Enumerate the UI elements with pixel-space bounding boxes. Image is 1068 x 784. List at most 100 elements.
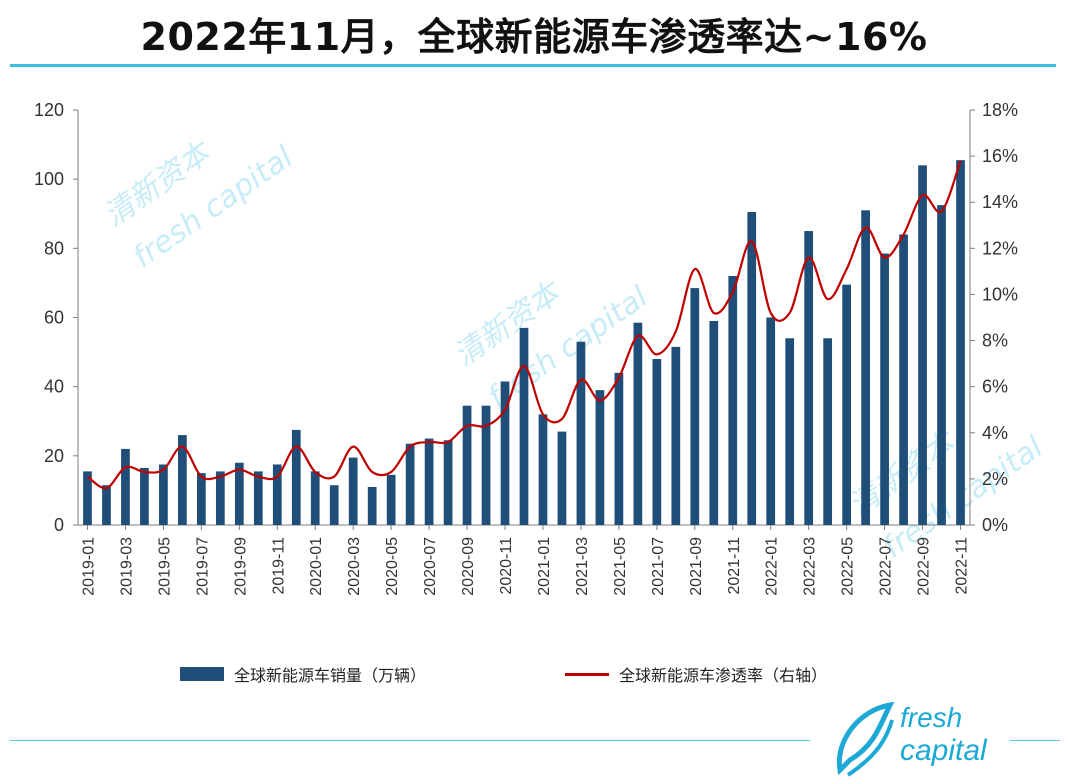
footer-divider bbox=[10, 740, 810, 741]
bar bbox=[462, 405, 472, 525]
bar bbox=[614, 372, 624, 525]
right-axis-tick-label: 14% bbox=[982, 192, 1018, 212]
logo-text-capital: capital bbox=[900, 734, 987, 767]
right-axis-tick-label: 12% bbox=[982, 238, 1018, 258]
bar bbox=[310, 471, 320, 525]
left-axis-tick-label: 40 bbox=[44, 377, 64, 397]
left-axis-tick-label: 100 bbox=[34, 169, 64, 189]
bar bbox=[159, 464, 168, 525]
penetration-line bbox=[86, 160, 962, 490]
x-axis-tick-label: 2022-07 bbox=[878, 537, 895, 596]
bar bbox=[576, 341, 586, 525]
x-axis-tick-label: 2020-01 bbox=[308, 537, 325, 596]
bar bbox=[405, 443, 415, 525]
legend-bar-entry: 全球新能源车销量（万辆） bbox=[180, 662, 426, 686]
bar bbox=[83, 471, 92, 525]
bar bbox=[766, 317, 776, 525]
bar bbox=[918, 165, 927, 526]
legend-bar-swatch bbox=[180, 667, 224, 681]
bar bbox=[728, 276, 738, 525]
x-axis-tick-label: 2021-07 bbox=[650, 537, 667, 596]
x-axis-tick-label: 2022-03 bbox=[802, 537, 819, 596]
legend-line-label: 全球新能源车渗透率（右轴） bbox=[619, 666, 828, 685]
legend-line-entry: 全球新能源车渗透率（右轴） bbox=[565, 662, 827, 686]
x-axis-tick-label: 2021-05 bbox=[612, 537, 629, 596]
footer-divider-right bbox=[1010, 740, 1060, 741]
right-axis-tick-label: 0% bbox=[982, 515, 1008, 535]
bar bbox=[823, 338, 833, 525]
x-axis-tick-label: 2021-09 bbox=[688, 537, 705, 596]
x-axis-tick-label: 2022-09 bbox=[916, 537, 933, 596]
bar bbox=[272, 464, 282, 525]
bar bbox=[899, 234, 908, 525]
bar bbox=[121, 448, 130, 525]
x-axis-tick-label: 2020-09 bbox=[460, 537, 477, 596]
logo-text-fresh: fresh bbox=[900, 702, 963, 733]
bar bbox=[196, 473, 206, 525]
bar bbox=[348, 457, 358, 525]
bar bbox=[861, 210, 870, 525]
right-axis-tick-label: 8% bbox=[982, 331, 1008, 351]
legend-bar-label: 全球新能源车销量（万辆） bbox=[234, 666, 427, 685]
bar bbox=[424, 438, 434, 525]
x-axis-tick-label: 2022-05 bbox=[840, 537, 857, 596]
bar bbox=[804, 231, 814, 525]
x-axis-tick-label: 2020-03 bbox=[346, 537, 363, 596]
bar bbox=[842, 284, 852, 525]
bar bbox=[709, 320, 719, 525]
chart-title: 2022年11月，全球新能源车渗透率达~16% bbox=[140, 15, 928, 59]
bar bbox=[538, 414, 548, 525]
right-axis-tick-label: 16% bbox=[982, 146, 1018, 166]
bar bbox=[481, 405, 491, 525]
legend-line-swatch bbox=[565, 672, 609, 676]
fresh-capital-leaf-icon bbox=[836, 701, 895, 777]
x-axis-tick-label: 2019-07 bbox=[194, 537, 211, 596]
left-axis-tick-label: 80 bbox=[44, 238, 64, 258]
bar bbox=[747, 212, 757, 526]
right-axis-tick-label: 18% bbox=[982, 100, 1018, 120]
x-axis-tick-label: 2019-11 bbox=[270, 537, 287, 595]
bar bbox=[140, 467, 149, 525]
bar bbox=[519, 327, 529, 525]
x-axis-tick-label: 2019-03 bbox=[118, 537, 135, 596]
x-axis-tick-label: 2019-05 bbox=[156, 537, 173, 596]
bar bbox=[652, 359, 662, 525]
left-axis-tick-label: 0 bbox=[54, 515, 64, 535]
bar bbox=[557, 431, 567, 525]
bar bbox=[785, 338, 795, 525]
bar bbox=[671, 346, 681, 525]
right-axis-tick-label: 4% bbox=[982, 423, 1008, 443]
x-axis-tick-label: 2022-11 bbox=[954, 537, 971, 595]
x-axis-tick-label: 2020-07 bbox=[422, 537, 439, 596]
bar bbox=[500, 381, 510, 525]
bar bbox=[102, 485, 111, 525]
bar bbox=[880, 253, 889, 526]
x-axis-tick-label: 2019-01 bbox=[80, 537, 97, 596]
x-axis-tick-label: 2021-01 bbox=[536, 537, 553, 596]
x-axis-tick-label: 2020-05 bbox=[384, 537, 401, 596]
bar bbox=[215, 471, 225, 525]
left-axis-tick-label: 120 bbox=[34, 100, 64, 120]
right-axis-tick-label: 2% bbox=[982, 469, 1008, 489]
bar bbox=[956, 160, 965, 526]
bar bbox=[234, 462, 244, 525]
x-axis-tick-label: 2019-09 bbox=[232, 537, 249, 596]
bar bbox=[443, 440, 453, 525]
bar bbox=[329, 485, 339, 525]
bar bbox=[937, 205, 946, 525]
bar bbox=[291, 429, 301, 525]
bar bbox=[595, 390, 605, 525]
x-axis-tick-label: 2020-11 bbox=[498, 537, 515, 595]
x-axis-tick-label: 2021-11 bbox=[726, 537, 743, 595]
bar bbox=[386, 474, 396, 525]
title-divider bbox=[10, 64, 1056, 67]
x-axis-tick-label: 2021-03 bbox=[574, 537, 591, 596]
left-axis-tick-label: 20 bbox=[44, 446, 64, 466]
bar bbox=[178, 435, 187, 525]
x-axis-tick-label: 2022-01 bbox=[764, 537, 781, 596]
bar bbox=[367, 486, 377, 525]
right-axis-tick-label: 10% bbox=[982, 284, 1018, 304]
right-axis-tick-label: 6% bbox=[982, 377, 1008, 397]
bar bbox=[690, 288, 700, 525]
